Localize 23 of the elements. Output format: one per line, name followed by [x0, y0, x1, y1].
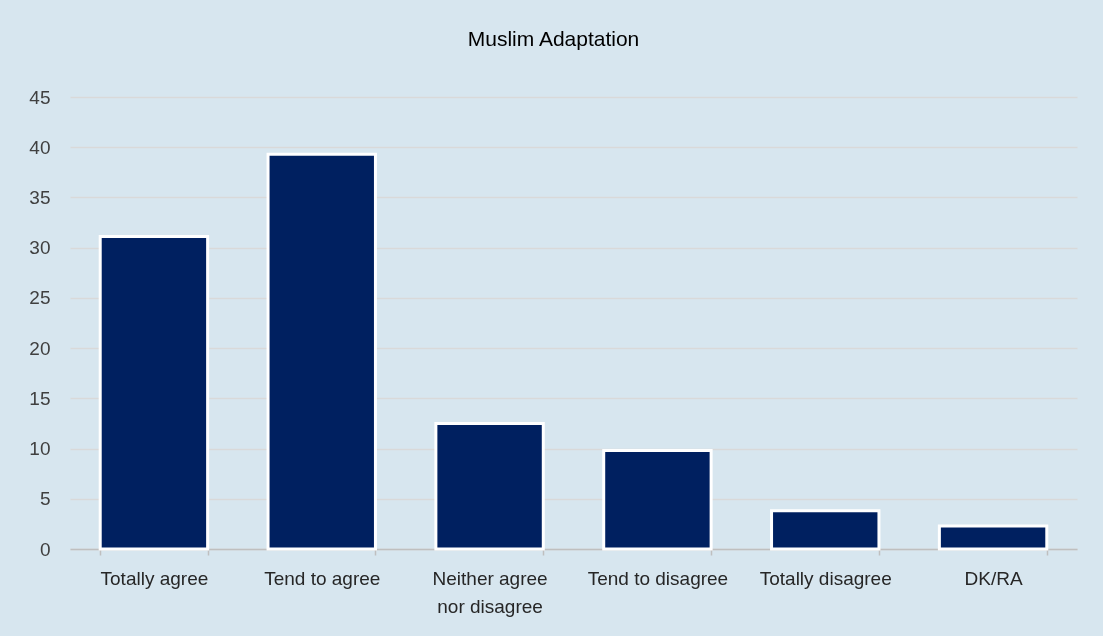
x-tick-label: Totally disagree [759, 567, 892, 589]
chart-title: Muslim Adaptation [467, 27, 640, 50]
y-tick-label: 0 [39, 538, 51, 560]
bar [770, 509, 881, 551]
x-tick-label: Neither agree nor disagree [432, 567, 548, 617]
bar [434, 421, 545, 551]
x-tick-label: Tend to agree [264, 567, 381, 589]
x-tick-label: DK/RA [964, 567, 1023, 589]
y-tick-label: 20 [29, 337, 51, 359]
x-tick-label: Tend to disagree [587, 567, 729, 589]
y-tick-label: 5 [39, 488, 51, 510]
y-tick-label: 45 [29, 86, 51, 108]
bar [602, 449, 713, 551]
y-tick-label: 30 [29, 237, 51, 259]
y-tick-label: 10 [29, 438, 51, 460]
y-tick-label: 25 [29, 287, 51, 309]
bar [266, 152, 377, 551]
y-tick-label: 40 [29, 136, 51, 158]
y-tick-label: 35 [29, 186, 51, 208]
y-tick-label: 15 [29, 387, 51, 409]
bar [937, 524, 1049, 551]
bar [98, 235, 210, 551]
x-tick-label: Totally agree [100, 567, 209, 589]
